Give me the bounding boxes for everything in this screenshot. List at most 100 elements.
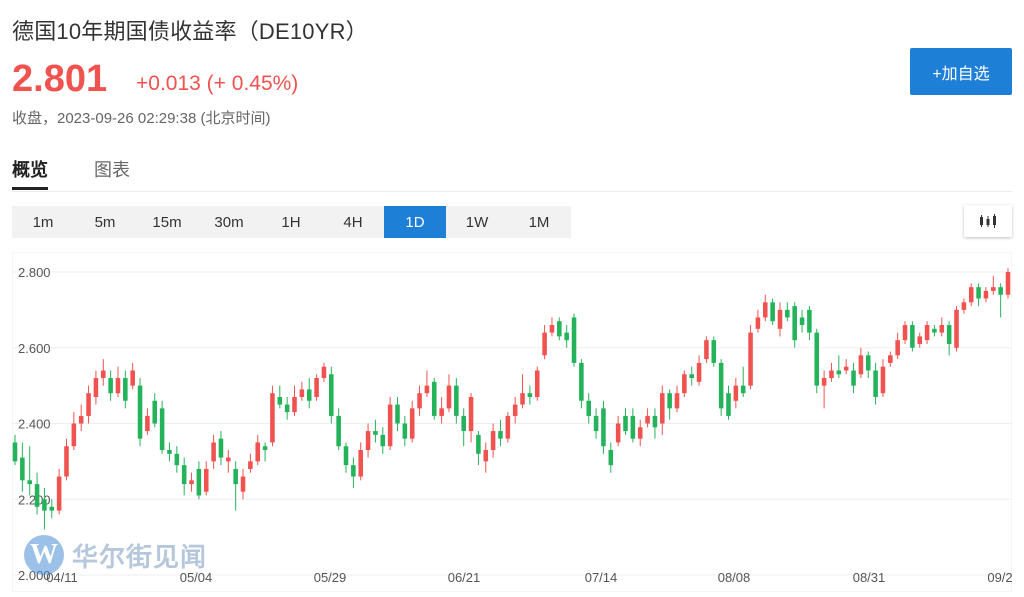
candle-body xyxy=(137,385,143,439)
period-1m[interactable]: 1m xyxy=(32,213,54,231)
candle-body xyxy=(373,431,378,435)
candle-body xyxy=(248,461,253,469)
candle-body xyxy=(851,370,856,386)
watermark: W 华尔街见闻 xyxy=(24,535,207,575)
candle-body xyxy=(284,404,290,413)
candle-body xyxy=(34,484,40,507)
period-1w[interactable]: 1W xyxy=(465,213,489,231)
market-status: 收盘，2023-09-26 02:29:38 (北京时间) xyxy=(12,110,271,127)
candle-body xyxy=(468,396,474,432)
candle-body xyxy=(998,287,1003,295)
tab-chart[interactable]: 图表 xyxy=(94,160,130,180)
candle-body xyxy=(446,385,452,409)
candle-body xyxy=(726,393,731,416)
candle-body xyxy=(520,393,525,405)
candle-body xyxy=(306,389,312,401)
chart-type-button[interactable] xyxy=(964,205,1012,237)
candle-body xyxy=(431,381,437,416)
candle-body xyxy=(454,385,459,416)
candle-body xyxy=(145,415,150,432)
candle-body xyxy=(483,450,489,462)
candle-body xyxy=(557,321,562,337)
candle-body xyxy=(667,393,672,409)
candle-body xyxy=(12,442,18,462)
candle-body xyxy=(490,431,496,451)
period-1h[interactable]: 1H xyxy=(281,213,301,231)
candle-body xyxy=(946,325,952,344)
candle-body xyxy=(762,302,768,318)
candle-body xyxy=(233,468,238,485)
candle-body xyxy=(424,385,430,394)
candle-body xyxy=(100,370,106,379)
candle-body xyxy=(49,506,55,511)
candle-body xyxy=(689,374,694,379)
period-15m[interactable]: 15m xyxy=(152,213,182,231)
candle-body xyxy=(27,480,32,485)
candle-body xyxy=(115,378,121,394)
candle-body xyxy=(733,385,739,401)
candle-body xyxy=(968,287,974,303)
candle-body xyxy=(86,393,91,416)
period-4h[interactable]: 4H xyxy=(343,213,363,231)
candle-body xyxy=(873,370,878,397)
x-tick-label: 05/04 xyxy=(180,570,213,585)
candle-body xyxy=(983,290,989,299)
last-price: 2.801 xyxy=(12,58,108,100)
candle-body xyxy=(409,408,415,439)
candle-body xyxy=(365,431,371,451)
period-1mo[interactable]: 1M xyxy=(528,213,550,231)
candle-body xyxy=(64,446,69,477)
price-chart[interactable]: 2.800 2.600 2.400 2.200 2.000 04/11 05/04 05/29… xyxy=(11,251,1013,593)
candle-body xyxy=(314,378,319,397)
period-30m[interactable]: 30m xyxy=(214,213,244,231)
candle-body xyxy=(939,325,945,333)
candle-body xyxy=(564,332,569,341)
price-change: +0.013 (+ 0.45%) xyxy=(136,72,298,96)
candle-body xyxy=(387,404,393,447)
candlestick-icon xyxy=(980,214,996,228)
candle-body xyxy=(579,362,584,401)
candle-body xyxy=(321,366,327,379)
candle-body xyxy=(682,374,687,394)
candle-body xyxy=(608,450,614,466)
add-watchlist-button[interactable]: +加自选 xyxy=(910,48,1012,95)
candle-body xyxy=(108,378,113,394)
candle-body xyxy=(630,415,636,439)
candle-body xyxy=(417,393,422,409)
candle-body xyxy=(343,446,349,466)
candle-body xyxy=(601,408,606,447)
candle-body xyxy=(593,415,599,432)
candle-body xyxy=(211,442,216,462)
candle-body xyxy=(255,442,261,462)
candle-body xyxy=(505,415,511,439)
candle-body xyxy=(858,355,864,375)
candle-body xyxy=(20,457,25,481)
y-tick-label: 2.800 xyxy=(18,265,51,280)
candle-body xyxy=(976,287,981,299)
candle-body xyxy=(299,389,305,397)
candle-body xyxy=(78,415,84,424)
candle-body xyxy=(792,306,797,341)
candle-body xyxy=(174,453,180,466)
candle-body xyxy=(181,465,187,485)
period-1d[interactable]: 1D xyxy=(384,206,446,238)
candle-body xyxy=(961,302,967,310)
x-tick-label: 04/11 xyxy=(46,570,78,585)
candle-body xyxy=(991,287,996,291)
candle-body xyxy=(527,393,533,397)
y-tick-label: 2.400 xyxy=(18,417,51,432)
period-5m[interactable]: 5m xyxy=(94,213,116,231)
candle-body xyxy=(902,325,908,341)
candle-body xyxy=(1005,272,1011,295)
candle-body xyxy=(130,370,135,386)
candle-body xyxy=(836,370,842,375)
candle-body xyxy=(402,423,408,439)
candle-body xyxy=(226,457,231,462)
candle-body xyxy=(270,393,275,443)
candle-body xyxy=(740,385,746,394)
change-percent: (+ 0.45%) xyxy=(206,72,299,95)
candle-body xyxy=(895,340,900,356)
tab-overview[interactable]: 概览 xyxy=(12,160,48,180)
change-value: +0.013 xyxy=(136,72,201,95)
